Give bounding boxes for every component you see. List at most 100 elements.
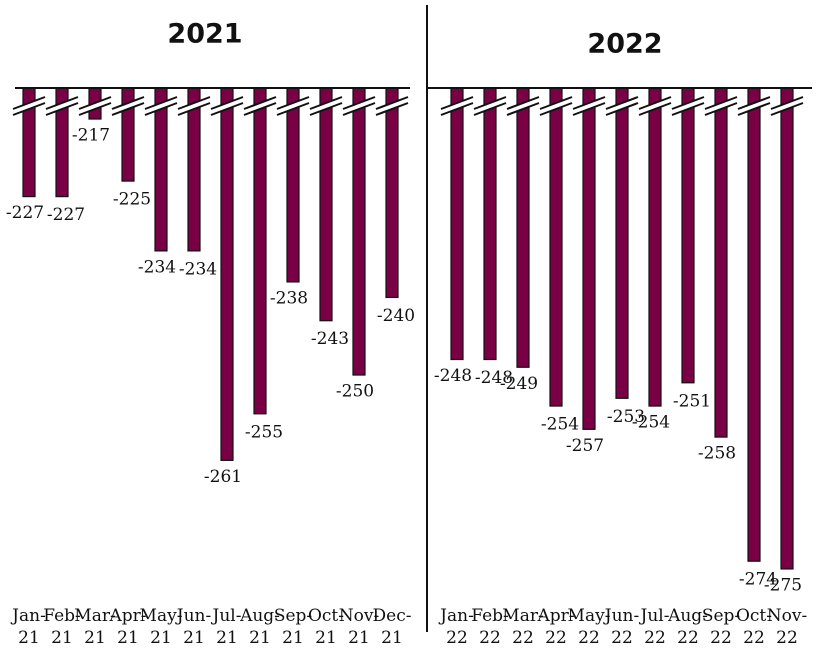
- x-tick-label: Jan-22: [438, 606, 474, 648]
- axis-break: [144, 96, 178, 110]
- x-tick-label: Sep-22: [702, 606, 740, 648]
- value-label: -249: [500, 374, 538, 394]
- x-tick-label: May-22: [568, 606, 611, 648]
- axis-break: [78, 102, 112, 116]
- value-label: -274: [739, 570, 777, 590]
- x-tick-label: Apr-22: [536, 606, 574, 648]
- value-label: -248: [475, 368, 513, 388]
- axis-break: [276, 96, 310, 110]
- bar: [516, 87, 530, 368]
- axis-break: [243, 96, 277, 110]
- value-label: -217: [72, 126, 110, 146]
- axis-break: [243, 102, 277, 116]
- axis-break: [111, 102, 145, 116]
- value-label: -227: [47, 205, 85, 225]
- axis-break: [540, 97, 572, 115]
- axis-break: [572, 102, 606, 116]
- value-label: -254: [541, 415, 579, 435]
- axis-break: [78, 96, 112, 110]
- x-tick-label: Nov-21: [339, 606, 379, 648]
- axis-break: [639, 97, 671, 115]
- axis-break: [473, 96, 507, 110]
- bar: [648, 87, 662, 407]
- panel-title: 2021: [167, 19, 242, 50]
- x-tick-label: May-21: [140, 606, 183, 648]
- x-tick-label: Feb-21: [43, 606, 81, 648]
- axis-break: [342, 102, 376, 116]
- axis-break: [506, 96, 540, 110]
- x-tick-label: Mar-22: [502, 606, 543, 648]
- bar: [352, 87, 366, 376]
- bar: [154, 87, 168, 252]
- axis-break: [440, 102, 474, 116]
- axis-break: [277, 97, 309, 115]
- axis-break: [13, 97, 45, 115]
- bar: [747, 87, 761, 562]
- axis-break: [112, 97, 144, 115]
- bar: [450, 87, 464, 361]
- x-tick-label: Dec-21: [373, 606, 412, 648]
- axis-break: [440, 96, 474, 110]
- value-label: -258: [698, 444, 736, 464]
- bar: [582, 87, 596, 430]
- axis-break: [342, 96, 376, 110]
- bar: [681, 87, 695, 384]
- axis-break: [46, 97, 78, 115]
- bar: [385, 87, 399, 299]
- axis-break: [145, 97, 177, 115]
- axis-break: [310, 97, 342, 115]
- axis-break: [474, 97, 506, 115]
- axis-break: [738, 97, 770, 115]
- value-label: -275: [764, 575, 802, 595]
- axis-break: [705, 97, 737, 115]
- bar: [220, 87, 234, 461]
- axis-break: [671, 96, 705, 110]
- axis-break: [672, 97, 704, 115]
- x-tick-label: Oct-22: [736, 606, 772, 648]
- axis-break: [178, 97, 210, 115]
- x-tick-label: Feb-22: [471, 606, 509, 648]
- axis-break: [276, 102, 310, 116]
- value-label: -254: [632, 413, 670, 433]
- axis-break: [704, 102, 738, 116]
- value-label: -251: [673, 391, 711, 411]
- value-label: -238: [270, 288, 308, 308]
- x-tick-label: Aug-21: [239, 606, 280, 648]
- axis-break: [573, 97, 605, 115]
- x-tick-label: Jan-21: [10, 606, 46, 648]
- value-label: -243: [311, 329, 349, 349]
- value-label: -234: [138, 257, 176, 277]
- axis-break: [638, 96, 672, 110]
- x-tick-label: Jun-22: [603, 606, 639, 648]
- axis-break: [79, 97, 111, 115]
- axis-break: [12, 102, 46, 116]
- value-label: -257: [566, 436, 604, 456]
- axis-break: [671, 102, 705, 116]
- x-tick-label: Mar-21: [74, 606, 115, 648]
- axis-break: [309, 102, 343, 116]
- axis-break: [704, 96, 738, 110]
- x-tick-label: Jun-21: [175, 606, 211, 648]
- value-label: -248: [434, 366, 472, 386]
- axis-break: [606, 97, 638, 115]
- axis-break: [572, 96, 606, 110]
- bar: [187, 87, 201, 252]
- axis-break: [770, 96, 804, 110]
- axis-break: [177, 102, 211, 116]
- value-label: -255: [245, 422, 283, 442]
- axis-break: [473, 102, 507, 116]
- axis-break: [45, 96, 79, 110]
- value-label: -250: [336, 382, 374, 402]
- bar: [714, 87, 728, 438]
- bar: [780, 87, 794, 570]
- axis-break: [605, 96, 639, 110]
- axis-break: [638, 102, 672, 116]
- axis-break: [244, 97, 276, 115]
- value-label: -225: [113, 190, 151, 210]
- bar: [549, 87, 563, 407]
- axis-break: [441, 97, 473, 115]
- x-tick-label: Sep-21: [274, 606, 312, 648]
- bar: [253, 87, 267, 415]
- axis-break: [45, 102, 79, 116]
- axis-break: [309, 96, 343, 110]
